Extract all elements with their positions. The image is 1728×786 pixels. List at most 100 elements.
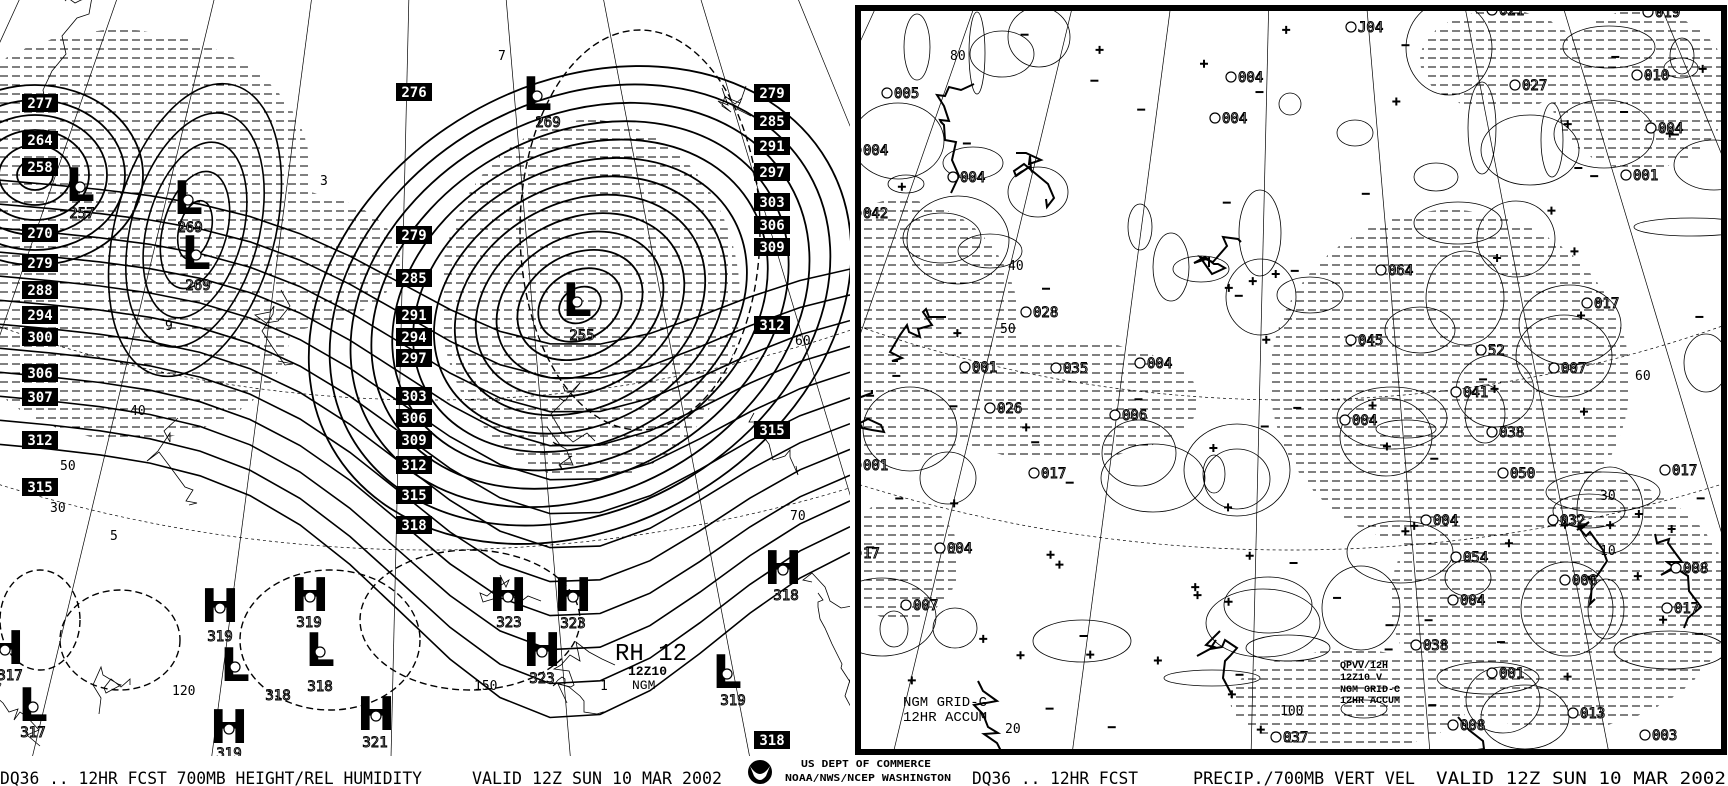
upward-motion-marker-icon [1248, 277, 1257, 286]
meridian-line [211, 0, 312, 756]
left-valid-time: VALID 12Z SUN 10 MAR 2002 [472, 769, 722, 786]
vertical-velocity-contour [1340, 699, 1388, 719]
precip-value: 004 [1222, 111, 1247, 127]
humidity-contour [359, 549, 581, 691]
humidity-contour [59, 589, 181, 691]
height-label-box [754, 216, 790, 234]
height-label-box [754, 84, 790, 102]
upward-motion-marker-icon [1633, 572, 1642, 581]
upward-motion-marker-icon [1193, 591, 1202, 600]
height-label: 291 [401, 308, 426, 324]
contour-label: 1 [600, 679, 608, 694]
border-line [37, 0, 92, 101]
height-label-box [754, 137, 790, 155]
vertical-velocity-contour [902, 212, 982, 264]
precip-amount: 017 [1581, 296, 1620, 313]
vertical-velocity-contour [861, 577, 937, 657]
upward-motion-marker-icon [897, 182, 906, 191]
precip-value: 017 [1041, 466, 1066, 482]
border-line [0, 680, 41, 747]
humidity-contour [239, 569, 421, 711]
center-marker-icon [721, 668, 733, 680]
height-label-box [22, 254, 58, 272]
center-marker-icon [777, 564, 789, 576]
height-label: 279 [401, 228, 426, 244]
height-label: 288 [27, 283, 52, 299]
vertical-velocity-contour [1663, 57, 1699, 79]
height-contour [516, 248, 644, 362]
height-label: 315 [401, 488, 426, 504]
precip-amount: 005 [881, 86, 920, 103]
upward-motion-marker-icon [1095, 45, 1104, 54]
low-pressure-center: L269 [181, 226, 211, 295]
precip-value: 028 [1033, 305, 1058, 321]
center-marker-icon [536, 646, 548, 658]
precip-amount: 064 [1375, 263, 1414, 280]
precip-value: 007 [1561, 361, 1586, 377]
upward-motion-marker-icon [1410, 521, 1419, 530]
contour-label: 80 [950, 49, 966, 64]
height-label-box [754, 421, 790, 439]
upward-motion-marker-icon [1055, 560, 1064, 569]
meridian-line [1072, 11, 1171, 749]
precip-amount: 004 [1134, 356, 1173, 373]
height-contour [453, 193, 707, 417]
precip-amount: 004 [1339, 413, 1378, 430]
precip-amount: 004 [934, 541, 973, 558]
vertical-velocity-contour [919, 451, 977, 505]
height-contour [0, 395, 850, 651]
height-label-box [22, 94, 58, 112]
precip-value: 001 [863, 458, 888, 474]
center-marker-icon [229, 661, 241, 673]
precip-amount: 001 [1620, 168, 1659, 185]
precip-amount: 017 [1661, 601, 1700, 618]
precip-value: 006 [1122, 408, 1147, 424]
precip-amount: 013 [1567, 706, 1606, 723]
height-label-box [754, 731, 790, 749]
precip-marker-icon [1661, 602, 1673, 614]
precip-value: 032 [1560, 513, 1585, 529]
height-label: 285 [759, 114, 784, 130]
height-label-box [22, 224, 58, 242]
coastline [1457, 716, 1486, 749]
precip-amount: 050 [1497, 466, 1536, 483]
vertical-velocity-contour [968, 11, 986, 95]
vertical-velocity-contour [1101, 419, 1177, 487]
upward-motion-marker-icon [1224, 503, 1233, 512]
center-height-value: 323 [560, 616, 585, 632]
precip-amount: 037 [1270, 730, 1309, 747]
precip-amount: 035 [1050, 361, 1089, 378]
contour-label: 100 [1280, 704, 1303, 719]
vertical-velocity-contour [1562, 25, 1656, 69]
meridian-line [1564, 11, 1721, 533]
precip-amount: 001 [861, 458, 889, 475]
coastline [861, 390, 886, 434]
vertical-velocity-contour [1613, 630, 1721, 670]
center-marker-icon [304, 591, 316, 603]
height-label-box [396, 486, 432, 504]
precip-amount: 004 [861, 143, 889, 160]
upward-motion-marker-icon [1392, 97, 1401, 106]
height-label: 279 [759, 86, 784, 102]
upward-motion-marker-icon [1368, 401, 1377, 410]
coastline [1196, 630, 1239, 696]
precip-amount: 17 [861, 546, 880, 563]
height-label-box [396, 83, 432, 101]
vertical-velocity-contour [1336, 386, 1448, 450]
center-height-value: 319 [207, 629, 232, 645]
inset-label: 12Z10 V [1340, 673, 1382, 684]
upward-motion-marker-icon [1667, 525, 1676, 534]
precip-amount: 019 [1642, 11, 1681, 22]
precip-hatch-region [1550, 11, 1721, 170]
precip-amount: 004 [1225, 70, 1264, 87]
vertical-velocity-contour [1553, 99, 1655, 169]
height-label-box [754, 316, 790, 334]
vertical-velocity-contour [1405, 11, 1493, 96]
height-label-box [754, 163, 790, 181]
precip-amount: 006 [1109, 408, 1148, 425]
precip-value: 004 [1147, 356, 1172, 372]
upward-motion-marker-icon [1563, 672, 1572, 681]
right-title: PRECIP./700MB VERT VEL [1193, 769, 1415, 786]
center-marker-icon [370, 710, 382, 722]
